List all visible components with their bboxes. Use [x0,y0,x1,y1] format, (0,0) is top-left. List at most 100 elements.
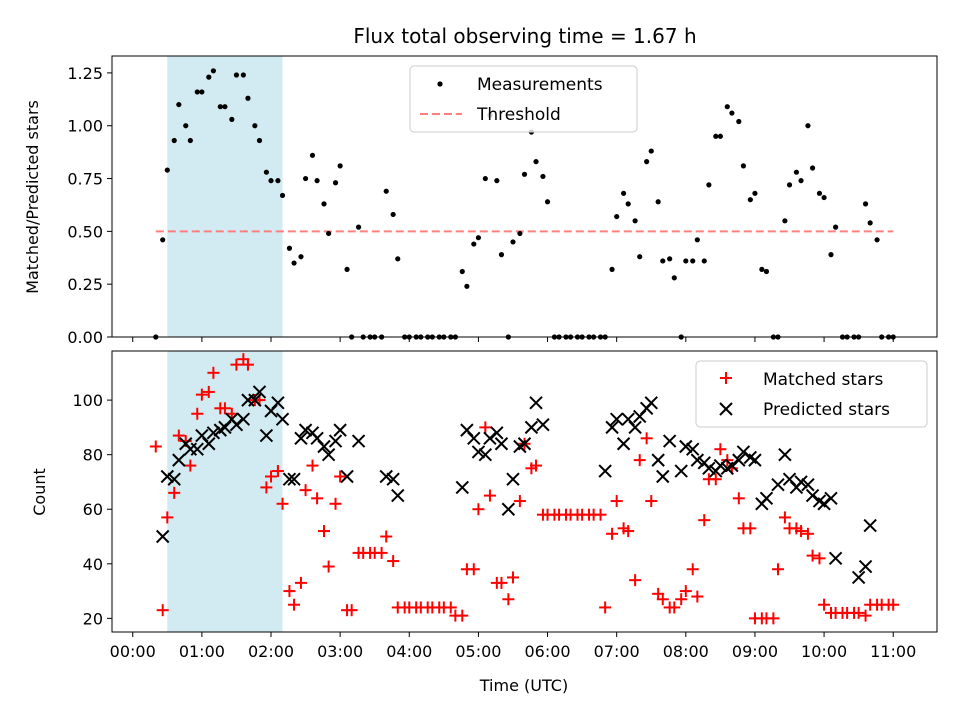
predicted-star-point [517,437,532,451]
matched-star-point [271,465,284,478]
bottom-x-axis-label: Time (UTC) [479,676,568,695]
top-panel: 0.00 0.25 0.50 0.75 1.00 1.25 Matched/Predict… [23,55,938,347]
matched-star-point [276,497,289,510]
measurement-point [833,224,839,230]
matched-star-point [456,609,469,622]
matched-star-point [610,495,623,508]
top-legend-box [409,65,638,133]
matched-star-point [294,576,307,589]
measurement-point [625,201,631,207]
measurement-point [459,268,465,275]
measurement-point [314,178,320,184]
measurement-point [279,192,286,199]
predicted-star-point [609,412,624,426]
predicted-star-point [863,518,877,533]
matched-star-point [813,552,826,565]
x-tick-label: 01:00 [179,642,225,661]
predicted-stars-points [155,385,877,585]
top-x-ticks [132,337,894,342]
matched-star-point [322,560,335,573]
predicted-star-point [686,442,700,456]
x-tick-label: 06:00 [524,642,570,661]
matched-star-point [168,486,181,499]
predicted-star-point [679,439,693,454]
x-tick-label: 05:00 [455,642,501,661]
measurement-point [717,133,723,139]
measurement-point [540,173,546,180]
predicted-star-point [702,461,716,476]
matched-star-point [149,440,162,453]
matched-star-point [184,459,197,472]
predicted-star-point [501,502,516,516]
matched-star-point [668,601,681,614]
measurement-point [655,199,661,205]
predicted-star-point [259,428,274,443]
matched-star-point [283,585,296,598]
measurement-point [217,104,223,110]
measurement-point [482,175,488,182]
measurement-point [245,95,251,101]
predicted-star-point [494,437,509,451]
predicted-star-point [801,477,815,492]
matched-star-point [679,585,692,598]
top-y-ticks: 0.00 0.25 0.50 0.75 1.00 1.25 [67,64,112,347]
measurement-point [206,74,212,80]
predicted-star-point [628,420,642,435]
matched-star-point [795,525,808,538]
predicted-star-point [690,453,705,467]
matched-star-point [622,525,635,538]
predicted-star-point [333,423,347,437]
measurement-point [164,167,170,173]
measurement-point [183,123,189,129]
measurement-point [263,169,269,175]
measurement-point [667,256,673,262]
measurement-point [210,68,216,74]
predicted-star-point [759,491,774,506]
measurement-point [706,182,712,188]
top-chart-title: Flux total observing time = 1.67 h [353,24,696,48]
matched-star-point [218,402,231,415]
top-legend: Measurements Threshold [409,65,638,133]
matched-star-point [691,590,704,603]
measurement-point [332,180,339,186]
predicted-star-point [236,412,251,426]
matched-star-point [172,429,185,442]
predicted-star-point [155,529,170,544]
matched-star-point [299,484,312,497]
matched-star-point [806,549,819,562]
measurement-point [740,163,747,169]
matched-star-point [483,489,496,502]
predicted-star-point [656,469,670,484]
measurement-point [233,72,240,78]
top-highlight-span [167,56,283,337]
measurement-point [729,110,735,116]
y-tick-label: 0.00 [67,328,103,347]
matched-star-point [633,454,646,467]
predicted-star-point [252,385,267,399]
measurement-point [510,239,516,245]
measurement-point [194,89,200,95]
predicted-star-point [651,453,665,467]
matched-star-point [686,563,699,576]
predicted-star-point [674,464,688,478]
measurement-point [464,283,470,289]
matched-star-point [645,495,658,508]
predicted-star-point [598,464,612,478]
bottom-y-ticks: 20 40 60 80 100 [72,391,112,628]
matched-star-point [852,606,865,619]
y-tick-label: 1.25 [67,64,103,83]
matched-star-point [767,612,780,625]
x-tick-label: 09:00 [732,642,778,661]
predicted-star-point [506,472,520,486]
measurement-point [690,258,696,264]
measurement-point [752,190,758,196]
measurement-point [517,230,523,237]
predicted-star-point [298,423,313,437]
matched-star-point [318,525,331,538]
x-tick-label: 07:00 [594,642,640,661]
measurement-point [724,104,730,110]
y-tick-label: 20 [83,609,103,628]
measurement-point [268,178,274,184]
measurement-point [298,254,304,260]
